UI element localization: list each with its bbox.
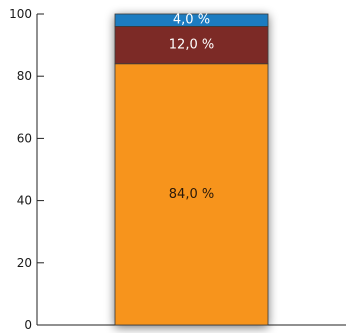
y-tick-label-3: 60 xyxy=(17,131,32,145)
bar-segment-0 xyxy=(114,63,269,326)
chart-bars xyxy=(114,13,269,326)
y-tick-label-0: 0 xyxy=(24,318,32,332)
chart-data-labels: 84,0 % 12,0 % 4,0 % xyxy=(169,13,214,202)
bar-stack xyxy=(114,13,269,326)
bar-segment-2 xyxy=(114,13,269,27)
chart-axes: 0 20 40 60 80 100 xyxy=(9,7,346,332)
data-label-2: 4,0 % xyxy=(173,13,210,28)
y-tick-label-4: 80 xyxy=(17,69,32,83)
y-tick-label-1: 20 xyxy=(17,256,32,270)
y-tick-label-2: 40 xyxy=(17,194,32,208)
data-label-0: 84,0 % xyxy=(169,187,214,202)
bar-segment-1 xyxy=(114,26,269,65)
y-tick-label-5: 100 xyxy=(9,7,32,21)
data-label-1: 12,0 % xyxy=(169,38,214,53)
